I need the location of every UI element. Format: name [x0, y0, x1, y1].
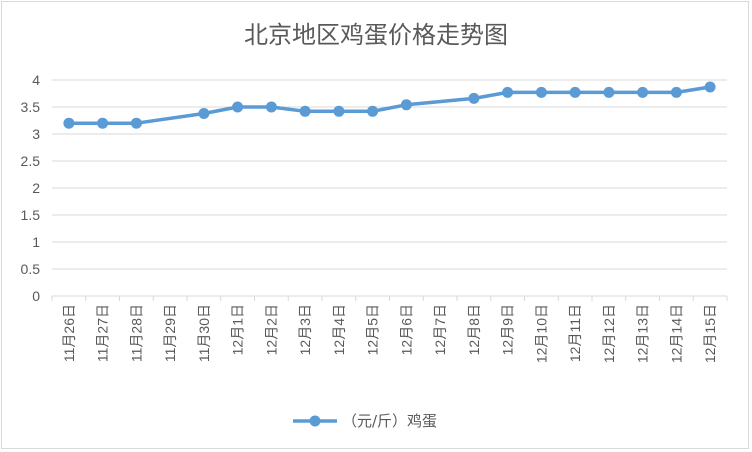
data-point: [63, 117, 75, 129]
x-tick-label: 12月15日: [702, 304, 718, 363]
x-tick-label: 12月13日: [635, 304, 651, 363]
data-point: [232, 101, 244, 113]
data-point: [603, 86, 615, 98]
data-point: [502, 86, 514, 98]
data-point: [468, 92, 480, 104]
gridlines: [52, 79, 727, 270]
y-tick-label: 1: [32, 234, 40, 250]
data-point: [535, 86, 547, 98]
x-axis: [51, 295, 728, 301]
x-tick-label: 11月27日: [95, 304, 111, 362]
x-tick-label: 12月6日: [398, 304, 414, 355]
series-layer: [63, 81, 716, 129]
y-tick-label: 3: [32, 126, 40, 142]
series-line: [68, 85, 711, 125]
y-tick-label: 4: [32, 72, 40, 88]
x-axis-ticks: 11月26日 11月27日 11月28日 11月29日 11月30日 12月1日 12月2日…: [61, 304, 718, 363]
data-point: [704, 81, 716, 93]
x-tick-label: 12月8日: [466, 304, 482, 355]
data-point: [299, 105, 311, 117]
data-point: [367, 105, 379, 117]
legend-label: （元/斤）鸡蛋: [342, 412, 437, 430]
legend-marker: [309, 415, 321, 427]
x-tick-label: 12月14日: [668, 304, 684, 363]
x-tick-label: 12月1日: [230, 304, 246, 355]
y-tick-label: 3.5: [21, 99, 41, 115]
data-point: [569, 86, 581, 98]
data-point: [198, 108, 210, 119]
x-tick-label: 11月30日: [196, 304, 212, 362]
data-point: [400, 99, 412, 111]
x-tick-label: 12月2日: [263, 304, 279, 355]
x-tick-label: 11月29日: [162, 304, 178, 362]
x-tick-label: 12月3日: [297, 304, 313, 355]
x-tick-label: 12月11日: [567, 304, 583, 362]
x-tick-label: 11月28日: [128, 304, 144, 362]
x-tick-label: 12月7日: [432, 304, 448, 355]
y-tick-label: 1.5: [21, 207, 41, 223]
data-point: [265, 101, 277, 113]
y-tick-label: 0: [32, 288, 40, 304]
data-point: [97, 117, 109, 129]
data-point: [637, 86, 649, 98]
y-axis-ticks: 0 0.5 1 1.5 2 2.5 3 3.5 4: [21, 72, 41, 304]
y-tick-label: 0.5: [21, 261, 41, 277]
data-point: [333, 105, 345, 117]
chart-title: 北京地区鸡蛋价格走势图: [244, 21, 508, 49]
x-tick-label: 11月26日: [61, 304, 77, 362]
data-point: [130, 117, 142, 129]
y-tick-label: 2: [32, 180, 40, 196]
legend: （元/斤）鸡蛋: [293, 412, 437, 430]
x-tick-label: 12月5日: [365, 304, 381, 355]
y-tick-label: 2.5: [21, 153, 41, 169]
x-tick-label: 12月9日: [500, 304, 516, 355]
data-point: [670, 86, 682, 98]
x-tick-label: 12月12日: [601, 304, 617, 363]
x-tick-label: 12月10日: [533, 304, 549, 363]
x-tick-label: 12月4日: [331, 304, 347, 355]
